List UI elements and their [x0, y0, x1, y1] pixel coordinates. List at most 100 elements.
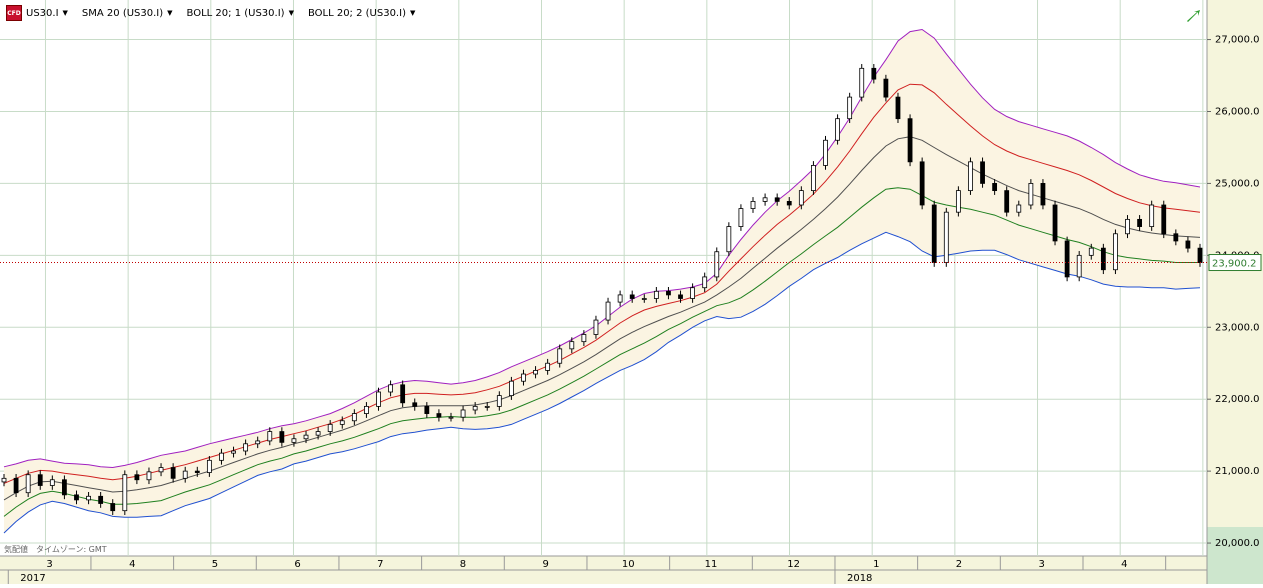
candlestick: [943, 207, 949, 267]
boll1-upper-line: [3, 83, 1201, 484]
symbol-selector[interactable]: CFD US30.I ▼: [6, 5, 68, 21]
candle-body: [1197, 247, 1203, 263]
candlestick: [122, 470, 128, 516]
candle-body: [194, 470, 200, 473]
candle-body: [883, 78, 889, 98]
candle-body: [267, 431, 273, 442]
candle-body: [726, 226, 732, 253]
candlestick: [255, 436, 261, 449]
indicator-sma-selector[interactable]: SMA 20 (US30.I) ▼: [82, 8, 173, 19]
candlestick: [678, 290, 683, 303]
candle-body: [460, 409, 466, 418]
candle-body: [351, 413, 357, 422]
candle-body: [206, 459, 212, 473]
candle-body: [859, 67, 865, 98]
candlestick: [146, 467, 152, 485]
month-label: 9: [542, 559, 548, 570]
candle-body: [835, 118, 840, 141]
boll2-upper-line: [3, 28, 1201, 469]
candle-body: [641, 298, 647, 300]
candle-body: [931, 204, 937, 263]
candle-body: [605, 301, 611, 321]
candlestick: [1185, 236, 1191, 253]
candlestick: [436, 409, 442, 422]
candlestick: [49, 475, 55, 490]
candlestick: [641, 294, 647, 303]
candle-body: [98, 495, 104, 504]
candlestick: [1076, 251, 1082, 282]
candlestick: [968, 157, 973, 195]
indicator-boll2-selector[interactable]: BOLL 20; 2 (US30.I) ▼: [308, 8, 415, 19]
month-labels: 3 4 5 6 7 8 9 10 11 12 1 2 3 4: [46, 556, 1167, 570]
price-tick-label: 21,000.0: [1215, 466, 1260, 477]
candle-body: [1076, 254, 1082, 278]
trend-arrow-icon[interactable]: [1186, 8, 1202, 24]
candlestick: [351, 409, 357, 426]
candlestick: [955, 186, 961, 217]
cfd-icon: CFD: [6, 5, 22, 21]
candlestick: [1, 474, 7, 487]
candlestick: [702, 272, 708, 293]
candlestick: [811, 161, 816, 195]
candle-body: [279, 431, 285, 443]
candle-body: [798, 190, 804, 206]
candlestick: [1064, 236, 1070, 282]
indicator-boll1-selector[interactable]: BOLL 20; 1 (US30.I) ▼: [187, 8, 294, 19]
candle-body: [823, 139, 828, 166]
candlestick: [1040, 179, 1046, 210]
candlestick: [315, 427, 321, 440]
candle-body: [1161, 204, 1167, 235]
candle-body: [315, 431, 321, 436]
candle-body: [1125, 218, 1130, 235]
candlestick: [557, 344, 563, 368]
candle-body: [1028, 183, 1034, 206]
candlestick: [1161, 200, 1167, 239]
candlestick: [388, 380, 393, 397]
candle-body: [629, 294, 635, 299]
candlestick: [448, 412, 454, 422]
candle-body: [738, 208, 744, 227]
candlestick: [279, 427, 285, 447]
candlestick: [219, 448, 224, 465]
candlestick: [1028, 179, 1034, 210]
candlestick: [86, 491, 91, 505]
candle-body: [968, 161, 973, 192]
candle-body: [895, 96, 901, 120]
candlestick: [581, 330, 587, 346]
candle-body: [811, 165, 816, 192]
candle-body: [484, 405, 490, 408]
chevron-down-icon: ▼: [62, 9, 68, 17]
candle-body: [388, 384, 393, 393]
candlestick: [25, 470, 31, 498]
candlestick: [110, 499, 116, 516]
candlestick: [774, 193, 780, 206]
price-tick-label: 25,000.0: [1215, 178, 1260, 189]
candle-body: [678, 294, 683, 299]
price-axis-lower-background: [1207, 527, 1263, 584]
candlestick: [714, 247, 720, 282]
candlestick: [895, 92, 901, 123]
month-label: 7: [377, 559, 383, 570]
candle-body: [1040, 183, 1046, 206]
candlestick: [1149, 200, 1155, 231]
candle-body: [1052, 204, 1058, 242]
candle-body: [786, 200, 792, 206]
candlestick: [424, 402, 430, 418]
candle-body: [448, 416, 454, 419]
candle-body: [255, 440, 261, 445]
candle-body: [653, 290, 659, 299]
chevron-down-icon: ▼: [167, 9, 173, 17]
month-label: 1: [873, 559, 879, 570]
candlestick: [726, 222, 732, 257]
price-tick-label: 22,000.0: [1215, 394, 1260, 405]
candlestick: [206, 456, 212, 477]
candlestick: [339, 416, 345, 429]
candle-body: [1137, 218, 1142, 227]
candlestick: [762, 193, 768, 206]
candlestick: [521, 369, 526, 386]
candle-body: [49, 479, 55, 486]
candlestick: [484, 402, 490, 411]
candlestick: [835, 114, 840, 145]
